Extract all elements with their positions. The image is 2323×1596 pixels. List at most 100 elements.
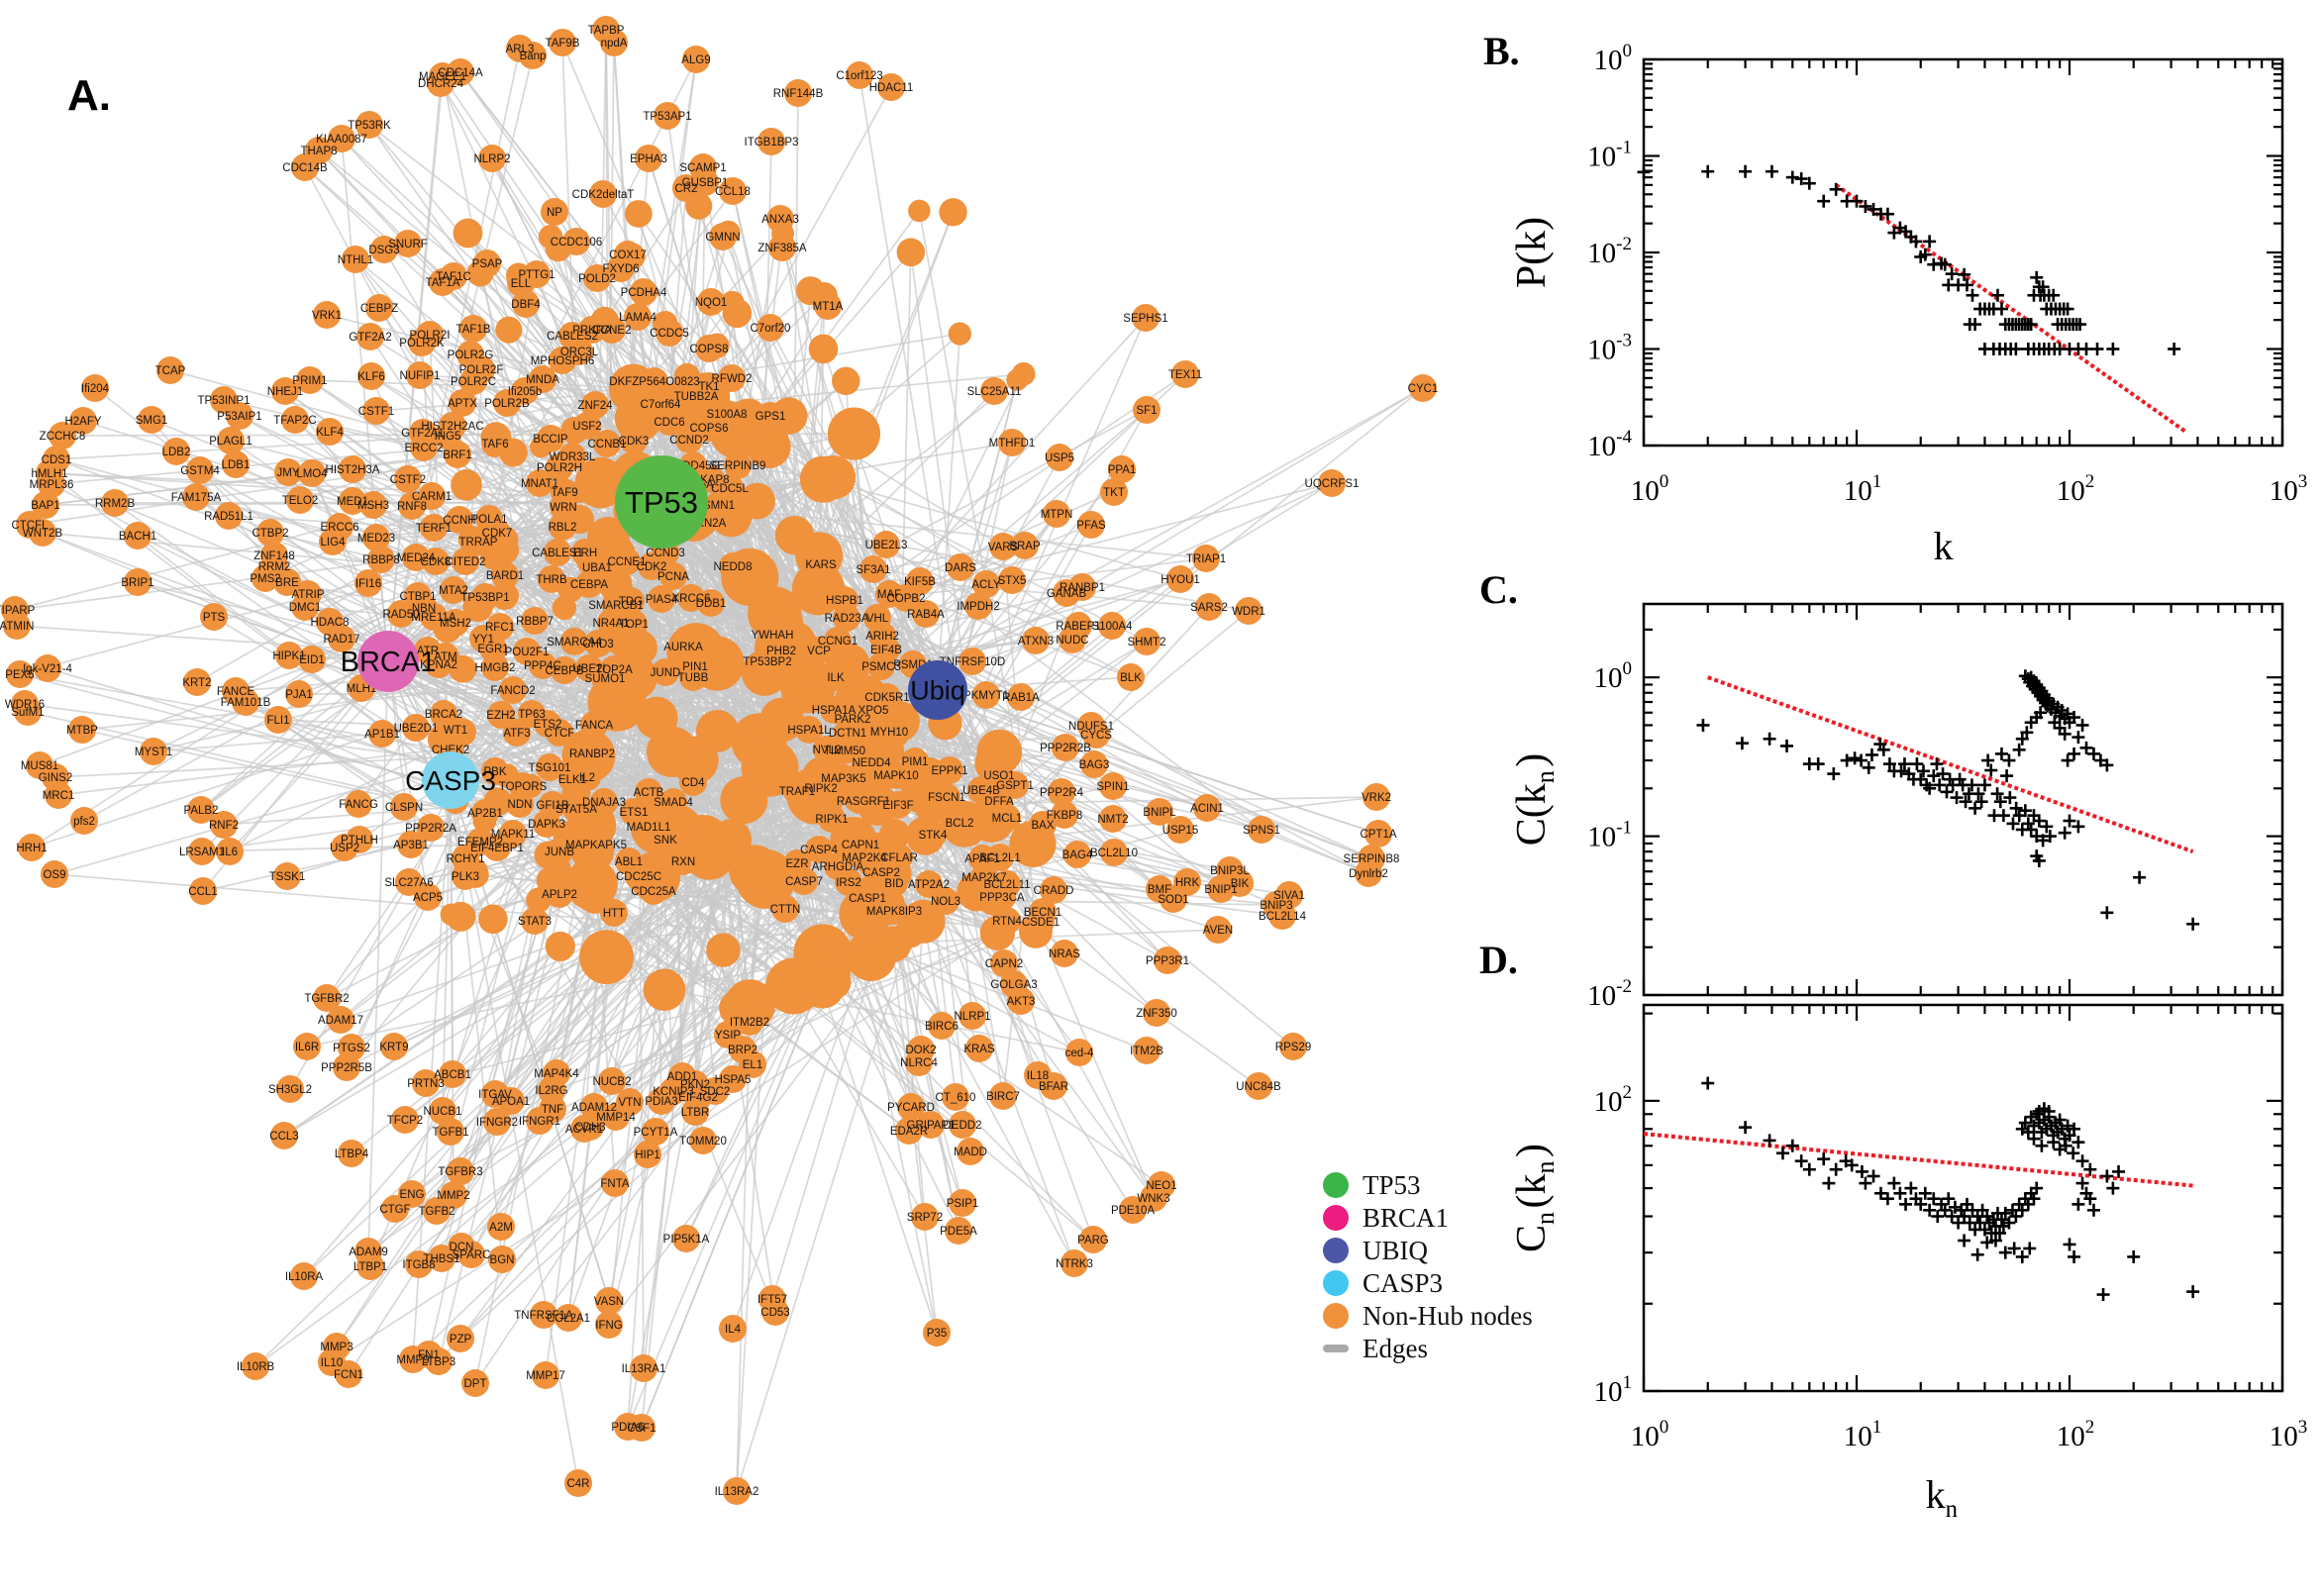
network-node-label: RBBP8: [362, 554, 400, 566]
network-node-label: VCP: [807, 646, 831, 657]
network-node-label: TAF6: [481, 439, 508, 450]
network-node: [495, 316, 523, 344]
network-node-label: TAF9B: [546, 38, 580, 50]
network-node-label: SEPHS1: [1123, 313, 1167, 325]
network-node-label: ING5: [435, 431, 461, 443]
network-edge: [606, 869, 756, 958]
network-node-label: ITGB1BP3: [745, 137, 799, 149]
network-node-label: DARS: [945, 562, 976, 574]
network-node-label: KRT9: [379, 1042, 408, 1053]
network-node-label: IL10: [321, 1357, 343, 1369]
network-node-label: MMP17: [526, 1370, 565, 1382]
x-tick-label: 100: [1631, 1417, 1669, 1452]
legend-item-label: UBIQ: [1363, 1235, 1428, 1265]
network-node-label: SRP72: [907, 1212, 943, 1224]
network-node-label: TGFB1: [432, 1127, 468, 1139]
network-node: [695, 709, 739, 752]
network-node: [720, 776, 768, 825]
network-node-label: RIPK2: [804, 783, 837, 795]
legend-item-tp53: TP53: [1323, 1170, 1533, 1200]
network-node-label: RRM2: [258, 561, 291, 573]
network-node-label: UBE2D1: [394, 723, 439, 735]
network-node-label: GSPT1: [996, 780, 1034, 792]
network-node-label: SCAMP1: [679, 162, 726, 174]
network-node-label: S100A4: [1092, 621, 1134, 633]
network-node-label: MT1A: [813, 301, 844, 313]
network-node-label: STX5: [998, 575, 1027, 587]
network-node-label: KRT2: [182, 677, 211, 689]
network-node-label: TP53BP2: [743, 656, 791, 668]
network-node-label: PZP: [450, 1334, 472, 1346]
network-node-label: HDAC11: [869, 82, 914, 94]
network-node-label: TOP1: [619, 619, 649, 631]
network-node-label: STAT3: [518, 916, 552, 928]
network-node-label: ZCCHC8: [40, 431, 86, 443]
network-node-label: CDK3: [619, 436, 650, 448]
network-node-label: AVEN: [1203, 925, 1233, 937]
network-node-label: BAX: [1031, 820, 1054, 832]
network-node-label: CDC25A: [631, 886, 676, 898]
network-node-label: BCCIP: [533, 434, 567, 446]
network-node-label: DOK2: [905, 1045, 936, 1056]
network-node-label: TCAP: [155, 365, 186, 377]
network-node-label: IL13RA2: [715, 1486, 759, 1498]
network-node-label: DMC1: [289, 602, 322, 614]
network-node-label: MMP14: [596, 1112, 636, 1124]
network-node-label: KIAA0087: [316, 134, 367, 146]
network-node-label: CDC6: [654, 417, 684, 429]
network-node-label: IL6: [222, 847, 238, 858]
legend-item-brca1: BRCA1: [1323, 1203, 1533, 1233]
network-node-label: Igk-V21-4: [23, 663, 72, 675]
network-node-label: GOLGA3: [990, 979, 1037, 991]
network-node-label: LMO4: [296, 468, 328, 480]
network-node-label: RNF144B: [773, 88, 824, 100]
x-axis-title: kn: [1926, 1472, 1962, 1523]
network-node-label: BRP2: [728, 1045, 758, 1056]
network-node: [453, 218, 483, 249]
network-node-label: MNDA: [526, 374, 559, 386]
network-node-label: RAB1A: [1002, 692, 1040, 704]
network-node-label: JUND: [651, 667, 681, 679]
network-node-label: MMP2: [437, 1190, 469, 1202]
network-node-label: CCL3: [269, 1131, 298, 1143]
network-node-label: HRK: [1175, 877, 1200, 889]
y-tick-label: 10-2: [1587, 976, 1632, 1012]
network-node-label: PTTG1: [518, 269, 555, 281]
network-node-label: MAD1L1: [627, 822, 671, 834]
network-node-label: CHD3: [582, 639, 613, 650]
network-edge: [1002, 844, 1034, 1097]
network-node-label: BCL2L11: [983, 879, 1030, 891]
network-node-label: AURKA: [663, 642, 703, 653]
network-node-label: PCYT1A: [634, 1127, 678, 1139]
network-node: [622, 630, 657, 665]
data-points: [1696, 669, 2200, 931]
network-node-label: Ifi205b: [508, 386, 543, 398]
network-node-label: GPS1: [756, 411, 786, 423]
network-node-label: DCTN1: [829, 728, 866, 740]
network-node-label: APLP2: [542, 889, 577, 901]
network-node-label: USP2: [330, 843, 359, 854]
network-node-label: POLR2G: [448, 349, 494, 361]
network-node-label: RTN4: [992, 916, 1022, 928]
network-node-label: ALG9: [681, 54, 710, 66]
network-node-label: CDK5R1: [864, 692, 909, 704]
network-node-label: C1orf123: [836, 70, 882, 82]
network-node-label: SLC25A11: [967, 386, 1022, 398]
network-node-label: KLF4: [316, 427, 344, 439]
network-node-label: CTTN: [770, 904, 801, 916]
network-node-label: APTX: [448, 398, 477, 410]
network-node-label: EPHA3: [630, 153, 667, 165]
y-axis-title: P(k): [1509, 217, 1555, 288]
network-node-label: HTT: [603, 908, 625, 920]
network-node-label: BACH1: [119, 531, 156, 543]
network-node-label: ZNF24: [577, 400, 613, 412]
network-edge: [788, 415, 1004, 548]
network-node-label: RAD51L1: [204, 511, 253, 523]
network-edge: [387, 660, 466, 859]
network-node-label: PTGS2: [333, 1043, 370, 1054]
network-node: [908, 199, 931, 223]
network-node-label: PDE5A: [940, 1226, 977, 1238]
network-node-label: POU2F1: [505, 647, 550, 658]
network-node-label: POLD2: [578, 273, 616, 285]
network-node-label: PALB2: [184, 805, 219, 817]
